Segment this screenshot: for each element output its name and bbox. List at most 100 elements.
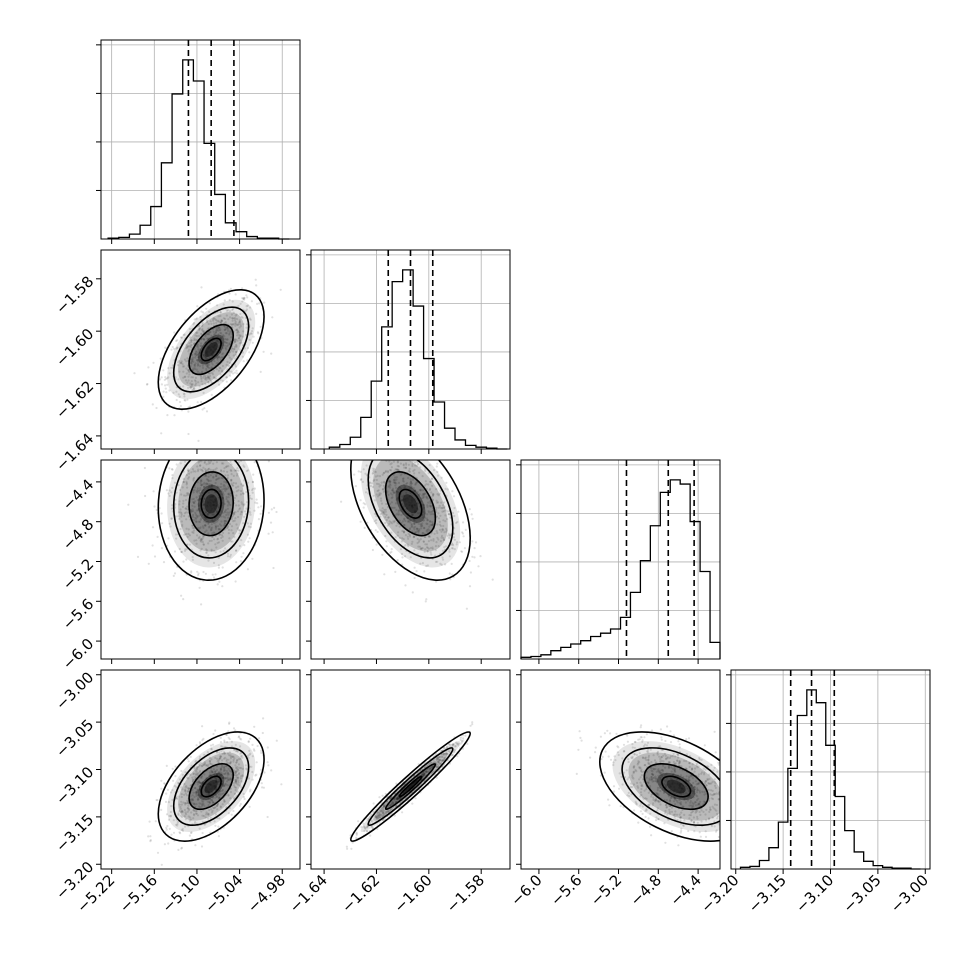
scatter-point	[219, 328, 222, 331]
scatter-point	[413, 576, 416, 580]
scatter-point	[437, 517, 440, 520]
scatter-point	[200, 344, 203, 348]
scatter-point	[399, 453, 401, 455]
scatter-point	[195, 514, 198, 517]
scatter-point	[225, 345, 228, 348]
scatter-point	[266, 761, 269, 764]
scatter-point	[210, 799, 214, 802]
scatter-point	[208, 800, 212, 803]
scatter-point	[365, 440, 367, 442]
scatter-point	[414, 489, 417, 492]
scatter-point	[427, 535, 430, 538]
scatter-point	[392, 801, 395, 804]
scatter-point	[173, 550, 177, 553]
scatter-point	[214, 331, 218, 334]
scatter-point	[206, 321, 209, 324]
scatter-point	[227, 492, 230, 495]
scatter-point	[231, 317, 234, 320]
scatter-point	[216, 346, 219, 349]
scatter-point	[248, 537, 251, 540]
scatter-point	[213, 454, 215, 456]
scatter-point	[190, 798, 193, 801]
scatter-point	[194, 769, 197, 772]
scatter-point	[186, 535, 189, 539]
scatter-point	[178, 810, 181, 813]
scatter-point	[189, 386, 192, 389]
scatter-point	[451, 547, 454, 550]
histogram-series	[328, 269, 508, 450]
scatter-point	[445, 746, 448, 749]
contour-line	[367, 747, 454, 827]
scatter-point	[422, 510, 425, 513]
scatter-point	[212, 484, 215, 487]
scatter-point	[183, 333, 186, 336]
scatter-point	[414, 499, 417, 502]
scatter-point	[383, 437, 385, 439]
scatter-point	[389, 484, 392, 487]
scatter-point	[445, 530, 448, 533]
scatter-point	[245, 308, 248, 311]
scatter-point	[398, 509, 401, 512]
scatter-point	[411, 506, 414, 509]
scatter-point	[187, 477, 190, 480]
scatter-point	[654, 779, 657, 783]
scatter-point	[422, 540, 425, 543]
scatter-point	[179, 807, 182, 810]
scatter-point	[214, 573, 217, 576]
scatter-point	[209, 529, 212, 532]
scatter-point	[234, 314, 237, 317]
scatter-point	[225, 363, 228, 366]
scatter-point	[219, 493, 223, 496]
scatter-point	[426, 770, 429, 773]
scatter-point	[224, 332, 227, 335]
scatter-point	[201, 814, 204, 817]
scatter-point	[217, 329, 220, 332]
scatter-point	[244, 333, 248, 336]
scatter-point	[215, 773, 219, 776]
scatter-point	[449, 578, 452, 581]
scatter-point	[365, 830, 368, 833]
scatter-point	[449, 743, 452, 746]
scatter-point	[186, 357, 189, 360]
scatter-point	[388, 460, 391, 463]
scatter-point	[370, 819, 373, 822]
scatter-point	[711, 816, 714, 819]
scatter-point	[217, 505, 220, 509]
scatter-point	[396, 798, 399, 801]
scatter-point	[223, 769, 227, 772]
scatter-point	[256, 502, 259, 505]
scatter-point	[188, 834, 191, 837]
scatter-point	[441, 765, 444, 768]
scatter-point	[187, 787, 190, 790]
scatter-point	[451, 543, 454, 546]
scatter-point	[260, 782, 263, 785]
scatter-point	[220, 488, 223, 491]
scatter-point	[225, 520, 229, 523]
scatter-point	[213, 346, 216, 349]
scatter-point	[203, 507, 206, 510]
scatter-point	[201, 831, 204, 835]
scatter-point	[665, 779, 668, 782]
scatter-point	[375, 478, 378, 482]
scatter-point	[207, 361, 210, 364]
scatter-point	[201, 383, 204, 386]
scatter-point	[386, 470, 390, 473]
scatter-point	[391, 522, 394, 525]
scatter-point	[206, 376, 210, 379]
scatter-point	[389, 551, 392, 555]
scatter-point	[196, 499, 199, 502]
scatter-point	[200, 478, 203, 481]
scatter-point	[175, 537, 178, 540]
scatter-point	[443, 501, 446, 504]
scatter-point	[409, 521, 412, 524]
scatter-point	[207, 479, 210, 482]
scatter-point	[221, 759, 224, 762]
scatter-point	[236, 472, 239, 475]
scatter-point	[171, 468, 174, 471]
scatter-point	[202, 488, 205, 491]
scatter-point	[407, 517, 410, 520]
scatter-point	[714, 830, 718, 833]
scatter-point	[238, 326, 241, 329]
scatter-point	[394, 486, 398, 489]
